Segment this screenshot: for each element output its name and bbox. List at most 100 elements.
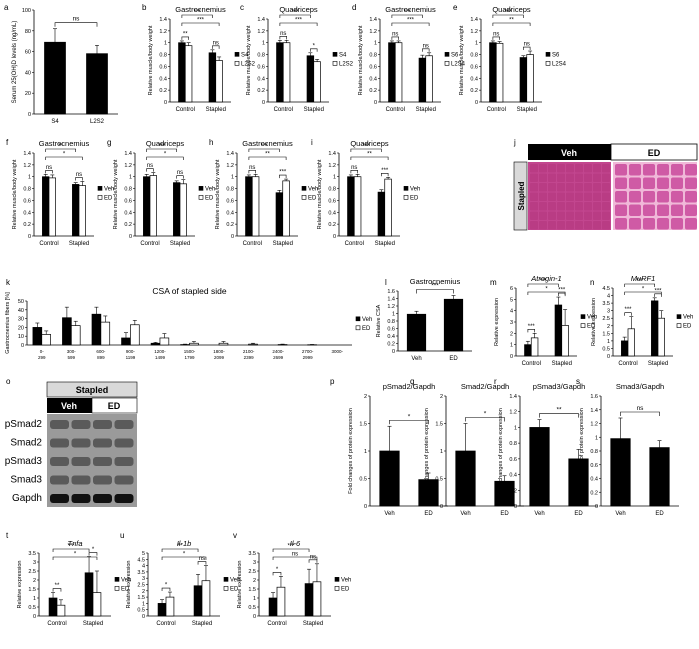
x-tick-label: 899	[97, 355, 105, 360]
panel-label-f: f	[6, 138, 9, 147]
y-tick-label: 4.5	[137, 557, 145, 563]
significance-label: **	[58, 144, 63, 150]
legend-label: S4	[241, 52, 249, 58]
significance-label: ***	[558, 288, 566, 294]
bar	[276, 586, 286, 617]
blot-veh-label: Veh	[61, 401, 77, 411]
y-tick-label: 1	[28, 175, 31, 181]
significance-bracket	[272, 572, 282, 576]
y-tick-label: 0	[595, 504, 598, 510]
significance-label: *	[164, 152, 167, 158]
blot-band	[50, 438, 69, 448]
blot-band	[93, 420, 112, 429]
y-tick-label: 0.4	[124, 210, 132, 216]
veh-header	[528, 144, 611, 160]
bar	[268, 597, 278, 617]
bar	[157, 603, 167, 617]
x-tick-label: Stapled	[83, 621, 103, 627]
muscle-fiber	[530, 221, 538, 230]
significance-label: ***	[261, 144, 269, 150]
blot-band	[93, 438, 112, 448]
bar	[282, 42, 291, 103]
muscle-fiber	[539, 183, 547, 192]
muscle-fiber	[657, 204, 669, 216]
blot-band	[93, 494, 112, 503]
y-tick-label: 0	[262, 100, 265, 106]
significance-label: ns	[213, 40, 219, 46]
y-axis-label: Relative expression	[237, 561, 243, 609]
y-tick-label: 0.8	[590, 449, 598, 455]
legend-swatch	[545, 52, 551, 57]
x-tick-label: Stapled	[517, 107, 537, 113]
panel-label-s: s	[576, 377, 580, 386]
significance-bracket	[527, 283, 559, 287]
y-axis-label: Relative muscle/body weight	[459, 25, 465, 95]
bar	[41, 334, 51, 346]
y-tick-label: 2.5	[137, 583, 145, 589]
x-tick-label: ED	[424, 511, 433, 517]
muscle-fiber	[548, 221, 556, 230]
bar	[489, 42, 497, 103]
panel-label-h: h	[209, 138, 213, 147]
veh-header-label: Veh	[561, 148, 577, 158]
bar	[275, 192, 284, 237]
y-tick-label: 1.5	[28, 587, 36, 593]
x-tick-label: Veh	[534, 511, 544, 517]
bar	[282, 180, 290, 237]
y-tick-label: 0	[28, 112, 31, 118]
y-tick-label: 1	[253, 596, 256, 602]
muscle-fiber	[657, 218, 669, 230]
y-tick-label: 0.6	[509, 457, 517, 463]
x-tick-label: Control	[487, 107, 506, 113]
significance-bracket	[75, 177, 83, 181]
significance-bracket	[465, 417, 505, 422]
blot-band	[50, 420, 69, 429]
x-tick-label: 2099	[214, 355, 225, 360]
blot-band	[93, 475, 112, 485]
muscle-fiber	[584, 183, 592, 192]
legend-label: ED	[205, 195, 214, 201]
blot-band	[50, 457, 69, 466]
significance-bracket	[197, 561, 207, 565]
legend-label: ED	[683, 324, 692, 330]
y-tick-label: 1	[514, 425, 517, 431]
y-tick-label: 3	[607, 309, 610, 315]
panel-label-d: d	[352, 3, 356, 12]
chart-panel-k: k 0 10 20 30 40 50 CSA of stapled side Gastrocne…	[5, 278, 372, 360]
x-tick-label: Veh	[411, 356, 421, 362]
x-tick-label: Control	[243, 241, 262, 247]
significance-bracket	[654, 293, 662, 297]
muscle-fiber	[629, 164, 641, 176]
blot-band	[114, 457, 134, 466]
y-axis-label: Relative expression	[126, 561, 132, 609]
y-tick-label: 1.4	[23, 151, 31, 157]
muscle-fiber	[557, 192, 565, 201]
y-tick-label: 0	[21, 343, 24, 349]
bar	[388, 42, 396, 103]
chart-title: Quadriceps	[350, 139, 389, 148]
y-tick-label: 0.8	[509, 441, 517, 447]
y-axis-label: Relative muscle/body weight	[215, 159, 221, 229]
x-tick-label: Control	[176, 107, 195, 113]
significance-bracket	[350, 170, 358, 174]
y-tick-label: 1	[374, 41, 377, 47]
y-tick-label: 1.4	[590, 408, 598, 414]
stapled-row-label: Stapled	[517, 181, 526, 210]
y-tick-label: 0.4	[387, 334, 395, 340]
y-tick-label: 4	[510, 309, 513, 315]
y-tick-label: 30	[18, 317, 24, 323]
muscle-fiber	[671, 218, 683, 230]
muscle-fiber	[584, 164, 592, 173]
blot-band	[114, 494, 134, 503]
bar	[62, 317, 72, 346]
legend-label: Veh	[205, 186, 215, 192]
x-tick-label: 599	[68, 355, 76, 360]
ed-header-label: ED	[648, 148, 661, 158]
legend-label: L2S2	[241, 61, 256, 67]
panel-label-v: v	[233, 531, 237, 540]
muscle-fiber	[615, 164, 627, 176]
blot-row-label: pSmad3	[5, 456, 43, 467]
y-tick-label: 4	[142, 564, 145, 570]
x-tick-label: Control	[267, 621, 286, 627]
y-tick-label: 0.4	[509, 473, 517, 479]
